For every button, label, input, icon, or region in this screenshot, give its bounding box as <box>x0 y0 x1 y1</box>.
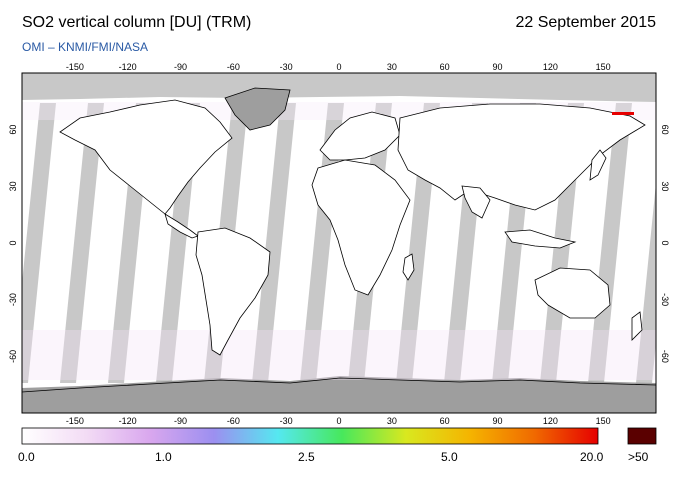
colorbar-label-5: >50 <box>628 450 649 464</box>
colorbar <box>21 427 599 445</box>
madagascar <box>402 253 415 281</box>
map-frame <box>21 72 657 414</box>
lat-tick-label: 60 <box>660 125 670 135</box>
lon-tick-label: -30 <box>280 62 293 72</box>
lon-tick-label: 30 <box>387 62 397 72</box>
central-america <box>164 213 199 239</box>
lat-tick-label: -30 <box>8 293 18 306</box>
lon-tick-label: 30 <box>387 416 397 426</box>
lat-tick-label: 30 <box>660 181 670 191</box>
north-america <box>59 99 233 215</box>
indonesia <box>504 229 577 249</box>
lon-tick-label: -150 <box>66 62 84 72</box>
lat-tick-label: -60 <box>660 350 670 363</box>
lon-tick-label: -150 <box>66 416 84 426</box>
lon-tick-label: 120 <box>543 416 558 426</box>
lat-ticks-right: 60 30 0 -30 -60 <box>660 125 670 363</box>
antarctic-no-data <box>22 376 656 413</box>
arctic-no-data <box>22 73 656 102</box>
map-title: SO2 vertical column [DU] (TRM) <box>22 14 252 31</box>
lat-tick-label: -60 <box>8 350 18 363</box>
lon-tick-label: -60 <box>227 62 240 72</box>
south-america <box>195 227 271 356</box>
lon-tick-label: 120 <box>543 62 558 72</box>
lon-tick-label: 60 <box>440 416 450 426</box>
lon-tick-label: -120 <box>119 62 137 72</box>
lat-tick-label: 30 <box>8 181 18 191</box>
india <box>461 185 491 219</box>
lon-tick-label: -60 <box>227 416 240 426</box>
lat-tick-label: 0 <box>660 240 670 245</box>
greenland <box>224 87 291 131</box>
lon-tick-label: -120 <box>119 416 137 426</box>
lon-ticks-bottom: -150 -120 -90 -60 -30 0 30 60 90 120 150 <box>66 416 611 426</box>
colorbar-label-0: 0.0 <box>18 450 35 464</box>
lat-ticks-left: 60 30 0 -30 -60 <box>8 125 18 363</box>
coastlines <box>22 87 656 393</box>
colorbar-label-2: 2.5 <box>298 450 315 464</box>
lon-tick-label: 0 <box>336 416 341 426</box>
lat-tick-label: 60 <box>8 125 18 135</box>
japan <box>589 149 607 181</box>
orbit-gap <box>252 103 296 383</box>
lon-ticks-top: -150 -120 -90 -60 -30 0 30 60 90 120 150 <box>66 62 611 72</box>
data-credit: OMI – KNMI/FMI/NASA <box>22 40 149 54</box>
antarctica <box>22 377 656 393</box>
lon-tick-label: 0 <box>336 62 341 72</box>
so2-hotspot <box>612 112 634 115</box>
colorbar-label-4: 20.0 <box>580 450 604 464</box>
australia <box>534 267 611 319</box>
orbit-gap <box>22 103 56 383</box>
lon-tick-label: -90 <box>174 416 187 426</box>
colorbar-label-1: 1.0 <box>155 450 172 464</box>
lat-tick-label: -30 <box>660 293 670 306</box>
lon-tick-label: -90 <box>174 62 187 72</box>
colorbar-over <box>627 427 657 445</box>
africa <box>311 159 411 296</box>
map-date: 22 September 2015 <box>515 14 656 31</box>
lat-tick-label: 0 <box>8 240 18 245</box>
new-zealand <box>631 311 643 341</box>
asia <box>397 103 646 211</box>
lon-tick-label: 90 <box>492 416 502 426</box>
lon-tick-label: 150 <box>596 416 611 426</box>
orbit-gap <box>60 103 104 383</box>
lon-tick-label: 150 <box>596 62 611 72</box>
orbit-gap <box>636 183 656 383</box>
lon-tick-label: 60 <box>440 62 450 72</box>
lon-tick-label: 90 <box>492 62 502 72</box>
colorbar-label-3: 5.0 <box>441 450 458 464</box>
lon-tick-label: -30 <box>280 416 293 426</box>
